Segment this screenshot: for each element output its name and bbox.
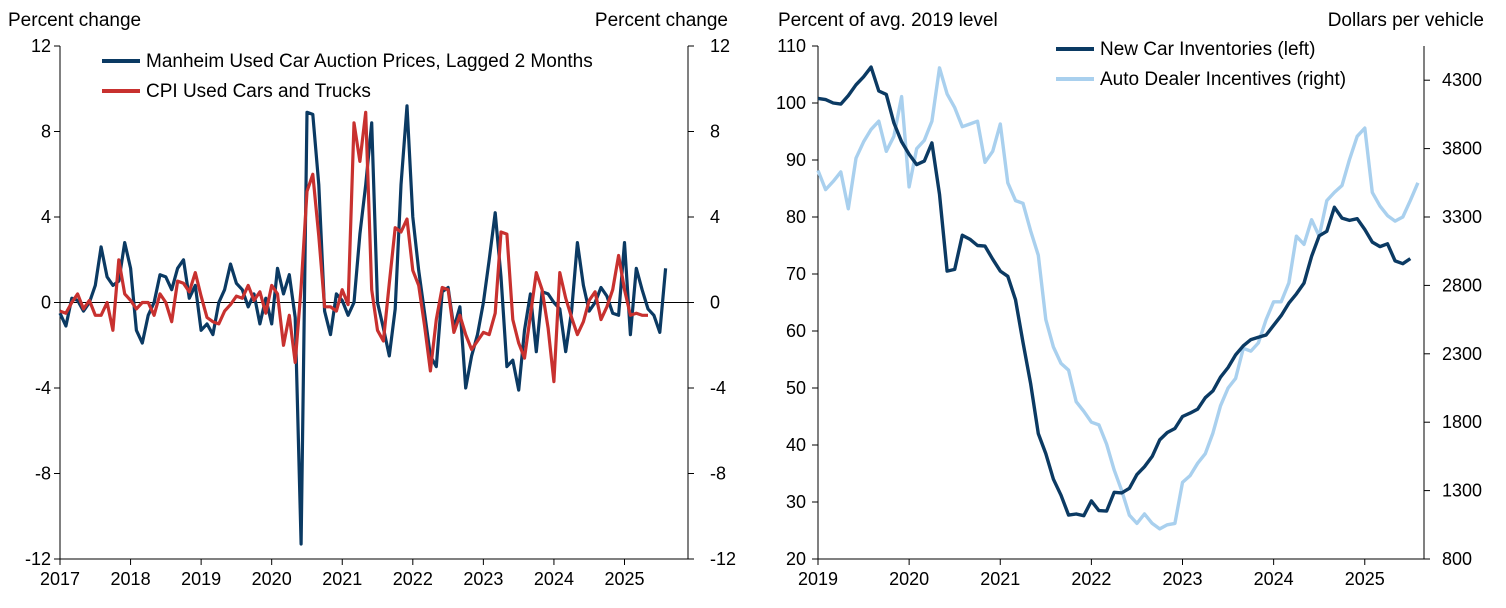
p1-right-tick-label: 12 bbox=[710, 36, 730, 56]
p2-left-tick-label: 40 bbox=[786, 435, 806, 455]
p2-right-tick-label: 1800 bbox=[1442, 412, 1482, 432]
p2-left-tick-label: 50 bbox=[786, 378, 806, 398]
p2-left-tick-label: 30 bbox=[786, 492, 806, 512]
p1-series-layer bbox=[58, 104, 668, 546]
p1-left-tick-label: 8 bbox=[41, 122, 51, 142]
p2-x-tick-label: 2025 bbox=[1345, 569, 1385, 589]
p2-left-tick-label: 20 bbox=[786, 549, 806, 569]
p2-right-axis-label: Dollars per vehicle bbox=[1328, 10, 1484, 31]
p1-series-line-manheim bbox=[58, 104, 668, 546]
p2-legend-label-inventories: New Car Inventories (left) bbox=[1100, 39, 1315, 60]
p1-right-tick-label: -12 bbox=[710, 549, 736, 569]
p2-left-tick-label: 80 bbox=[786, 207, 806, 227]
p1-right-tick-label: -8 bbox=[710, 464, 726, 484]
p1-x-tick-label: 2024 bbox=[534, 569, 574, 589]
p2-legend: New Car Inventories (left) Auto Dealer I… bbox=[1056, 39, 1346, 90]
p1-x-tick-label: 2018 bbox=[111, 569, 151, 589]
p2-x-tick-label: 2022 bbox=[1071, 569, 1111, 589]
p2-series-line-incentives bbox=[816, 66, 1420, 531]
p1-x-tick-label: 2025 bbox=[604, 569, 644, 589]
p2-right-tick-label: 2300 bbox=[1442, 344, 1482, 364]
p2-right-tick-label: 800 bbox=[1442, 549, 1472, 569]
p1-right-tick-label: 4 bbox=[710, 207, 720, 227]
p2-x-tick-label: 2019 bbox=[798, 569, 838, 589]
p2-x-tick-label: 2023 bbox=[1162, 569, 1202, 589]
p2-series-line-inventories bbox=[817, 65, 1412, 518]
p1-legend: Manheim Used Car Auction Prices, Lagged … bbox=[102, 51, 593, 102]
p2-right-tick-label: 2800 bbox=[1442, 275, 1482, 295]
p1-right-tick-label: 8 bbox=[710, 122, 720, 142]
p1-x-tick-label: 2023 bbox=[463, 569, 503, 589]
p1-legend-label-cpi: CPI Used Cars and Trucks bbox=[146, 81, 371, 102]
p1-left-tick-label: 4 bbox=[41, 207, 51, 227]
p2-right-tick-label: 3800 bbox=[1442, 139, 1482, 159]
p2-legend-label-incentives: Auto Dealer Incentives (right) bbox=[1100, 69, 1346, 90]
p1-x-tick-label: 2019 bbox=[181, 569, 221, 589]
p2-left-tick-label: 100 bbox=[776, 93, 806, 113]
p1-left-axis-label: Percent change bbox=[8, 10, 141, 31]
p2-right-tick-label: 3300 bbox=[1442, 207, 1482, 227]
panel-used-car-prices: Percent change Percent change 12 12 8 8 4 4 0 0… bbox=[8, 10, 736, 589]
p1-left-tick-label: -4 bbox=[35, 378, 51, 398]
p2-series-layer bbox=[816, 65, 1420, 531]
p2-x-tick-label: 2020 bbox=[889, 569, 929, 589]
p1-left-tick-label: -8 bbox=[35, 464, 51, 484]
p2-left-tick-label: 90 bbox=[786, 150, 806, 170]
p2-left-tick-label: 110 bbox=[777, 36, 806, 56]
p2-x-tick-label: 2021 bbox=[980, 569, 1020, 589]
p2-right-tick-label: 1300 bbox=[1442, 481, 1482, 501]
p1-legend-label-manheim: Manheim Used Car Auction Prices, Lagged … bbox=[146, 51, 593, 72]
p2-tick-layer: 110 100 90 80 70 60 50 40 30 20 4300 3800 3300 2800 23… bbox=[776, 36, 1482, 589]
p1-left-tick-label: -12 bbox=[25, 549, 51, 569]
p1-series-line-cpi bbox=[59, 110, 648, 384]
p1-x-tick-label: 2022 bbox=[393, 569, 433, 589]
p1-x-tick-label: 2021 bbox=[322, 569, 362, 589]
p1-right-axis-label: Percent change bbox=[595, 10, 728, 31]
p1-x-tick-label: 2020 bbox=[252, 569, 292, 589]
p1-right-tick-label: -4 bbox=[710, 378, 726, 398]
p1-left-tick-label: 0 bbox=[41, 293, 51, 313]
p2-right-tick-label: 4300 bbox=[1442, 70, 1482, 90]
p1-left-tick-label: 12 bbox=[31, 36, 51, 56]
p2-x-tick-label: 2024 bbox=[1254, 569, 1294, 589]
p2-left-axis-label: Percent of avg. 2019 level bbox=[778, 10, 998, 31]
p1-right-tick-label: 0 bbox=[710, 293, 720, 313]
p2-left-tick-label: 60 bbox=[786, 321, 806, 341]
p2-left-tick-label: 70 bbox=[786, 264, 806, 284]
panel-inventories-incentives: Percent of avg. 2019 level Dollars per v… bbox=[776, 10, 1484, 589]
p1-x-tick-label: 2017 bbox=[40, 569, 80, 589]
